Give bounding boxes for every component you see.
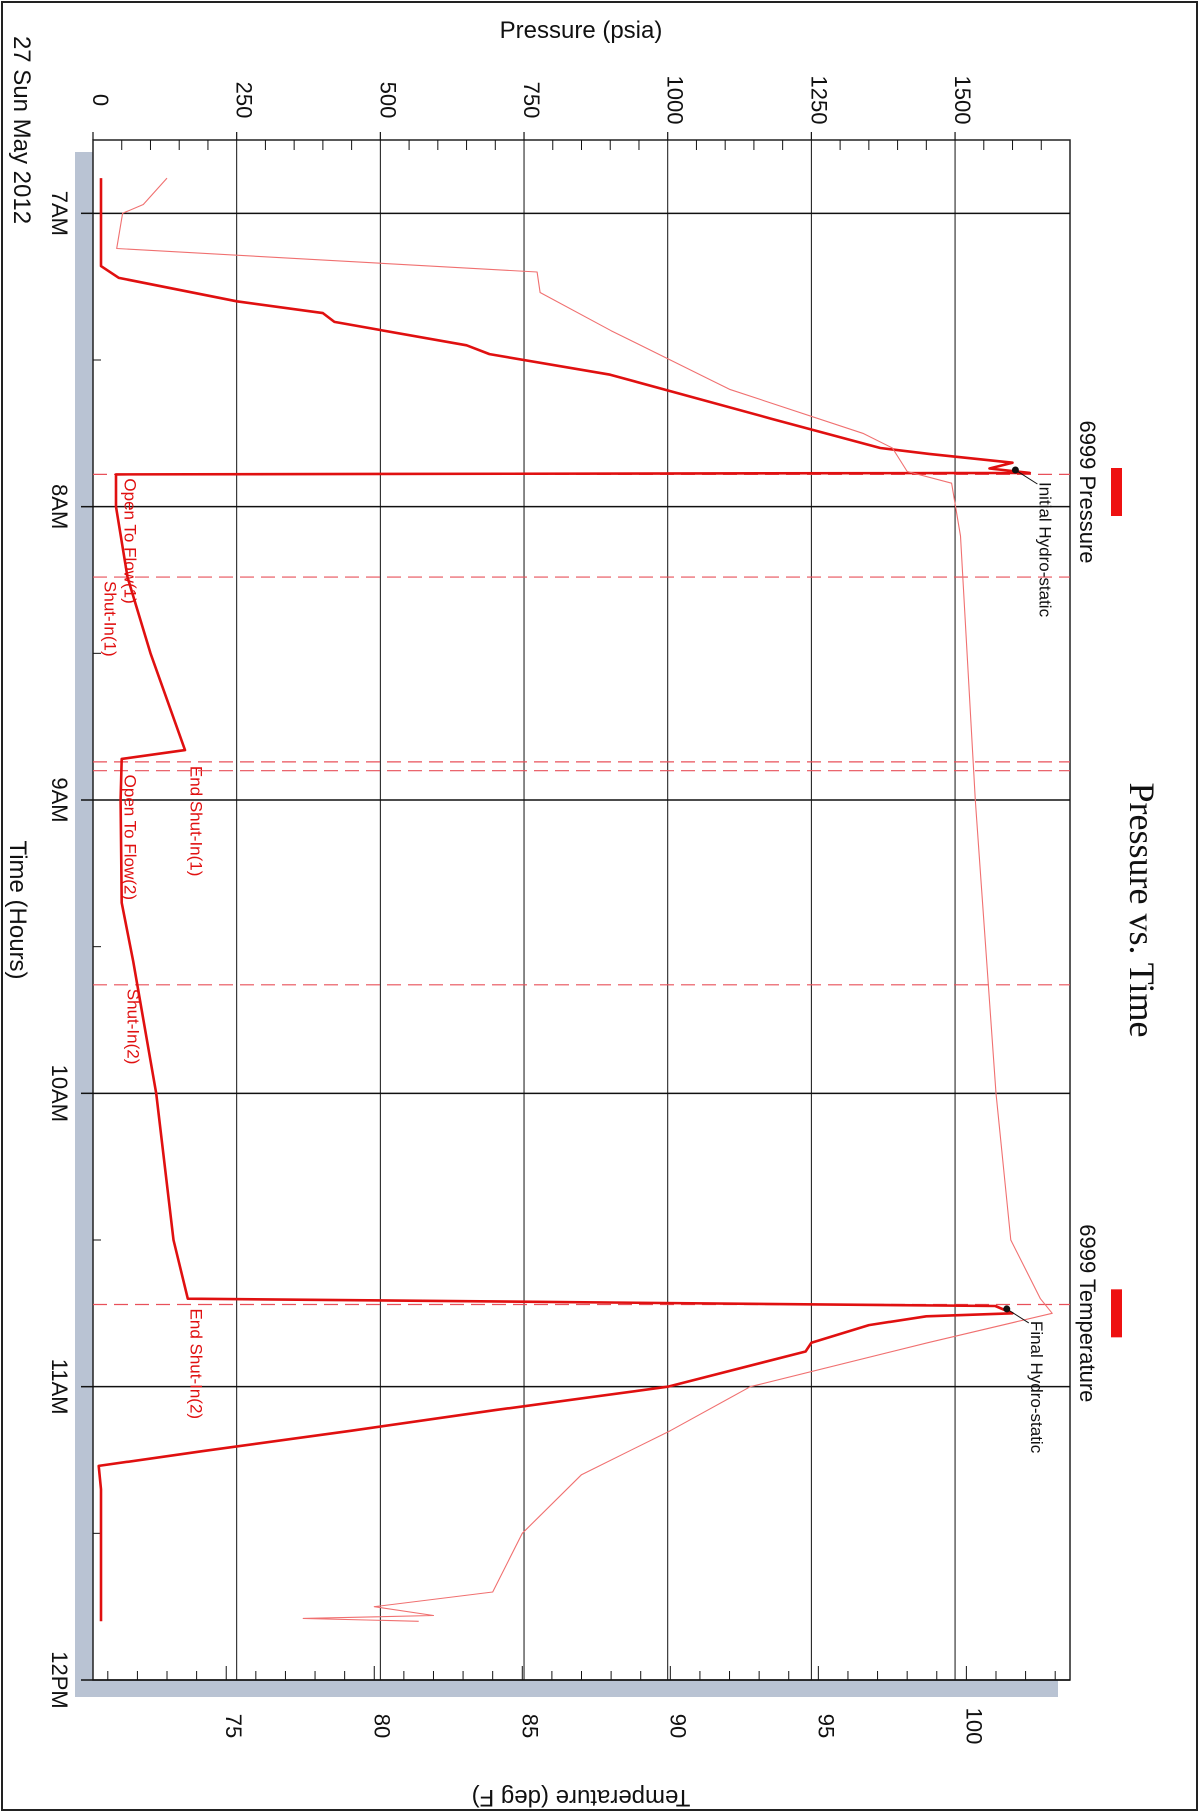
pressure-tick-label: 1250 [806, 76, 831, 125]
axis-ticks [81, 132, 1056, 1681]
time-tick-label: 9AM [47, 777, 72, 822]
legend: 6999 Pressure 6999 Temperature [1075, 420, 1122, 1402]
temperature-tick-label: 75 [221, 1714, 246, 1738]
annotation-leader [1006, 1308, 1030, 1324]
plot-shadow-left [75, 152, 93, 1697]
pressure-series-line [97, 178, 1032, 1622]
event-label: End Shut-In(1) [187, 766, 206, 877]
axis-labels: 7AM 8AM 9AM 10AM 11AM 12PM 0 250 500 750 1000 1250 1… [4, 17, 1162, 1811]
temperature-tick-label: 80 [369, 1714, 394, 1738]
legend-swatch [1111, 468, 1122, 516]
temperature-tick-label: 95 [813, 1714, 838, 1738]
annotation-label: Final Hydro-static [1027, 1321, 1046, 1454]
temperature-tick-label: 100 [961, 1708, 986, 1745]
pressure-tick-label: 250 [232, 82, 257, 119]
time-tick-label: 12PM [47, 1651, 72, 1708]
time-tick-label: 7AM [47, 191, 72, 236]
legend-label: 6999 Pressure [1075, 420, 1100, 563]
date-label: 27 Sun May 2012 [8, 36, 35, 224]
pressure-tick-label: 1500 [950, 76, 975, 125]
time-tick-label: 10AM [47, 1065, 72, 1122]
pressure-tick-label: 750 [519, 82, 544, 119]
plot-shadow-bottom [75, 1680, 1058, 1697]
event-label: Shut-In(2) [123, 989, 142, 1065]
chart-title: Pressure vs. Time [1122, 782, 1162, 1037]
time-tick-label: 8AM [47, 484, 72, 529]
series-lines: Initial Hydro-static Final Hydro-static [97, 177, 1054, 1622]
legend-label: 6999 Temperature [1075, 1224, 1100, 1402]
temperature-axis-title: Temperature (deg F) [472, 1784, 691, 1811]
annotation-leader [1015, 469, 1038, 485]
time-axis-title: Time (Hours) [4, 840, 31, 979]
time-tick-label: 11AM [47, 1359, 72, 1415]
event-label: Open To Flow(1) [121, 478, 140, 603]
pressure-axis-title: Pressure (psia) [500, 17, 663, 44]
event-label: Shut-In(1) [100, 581, 119, 657]
pressure-tick-label: 1000 [663, 76, 688, 125]
temperature-tick-label: 90 [665, 1714, 690, 1738]
event-label: Open To Flow(2) [121, 775, 140, 900]
annotation-label: Initial Hydro-static [1035, 482, 1054, 618]
legend-swatch [1111, 1289, 1122, 1338]
pressure-tick-label: 0 [88, 94, 113, 106]
temperature-series-line [116, 177, 1053, 1622]
event-label: End Shut-In(2) [187, 1309, 206, 1420]
pressure-tick-label: 500 [375, 82, 400, 119]
temperature-tick-label: 85 [517, 1714, 542, 1738]
